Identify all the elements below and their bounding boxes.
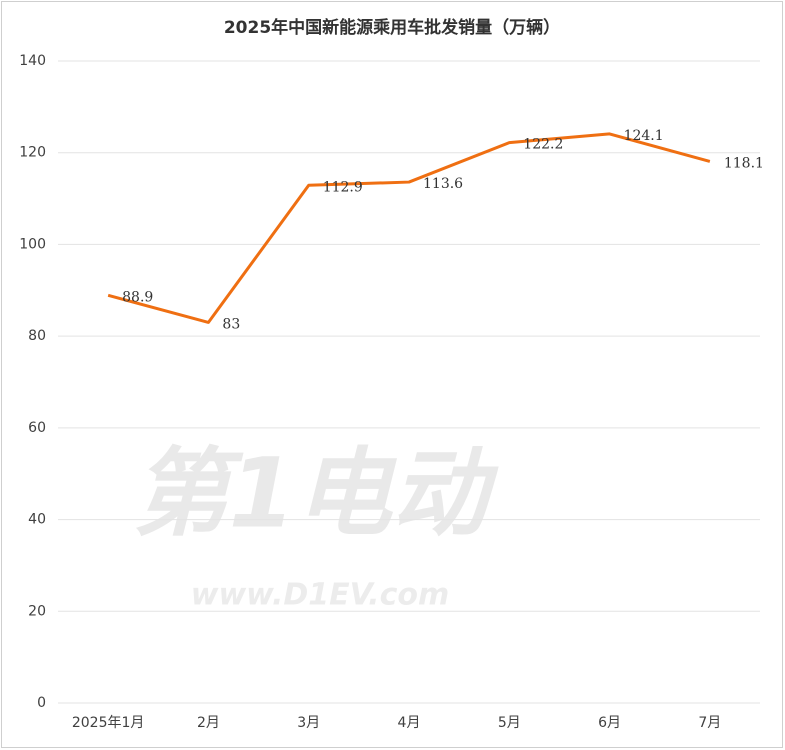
chart-title: 2025年中国新能源乘用车批发销量（万辆） — [224, 17, 560, 38]
data-label: 118.1 — [724, 155, 764, 171]
data-label: 88.9 — [122, 289, 153, 305]
watermark-logo: 第1电动 — [133, 437, 500, 549]
y-tick-label: 0 — [37, 695, 46, 711]
x-tick-label: 2月 — [197, 715, 220, 731]
x-tick-label: 3月 — [297, 715, 320, 731]
data-label: 124.1 — [624, 128, 664, 144]
x-tick-label: 5月 — [498, 715, 521, 731]
x-tick-label: 6月 — [598, 715, 621, 731]
y-tick-label: 80 — [28, 328, 46, 344]
y-tick-label: 20 — [28, 603, 46, 619]
y-tick-label: 40 — [28, 512, 46, 528]
y-tick-label: 140 — [19, 53, 46, 69]
data-label: 83 — [222, 316, 240, 332]
x-tick-label: 7月 — [698, 715, 721, 731]
data-label: 122.2 — [523, 137, 563, 153]
y-tick-label: 60 — [28, 420, 46, 436]
line — [107, 132, 711, 324]
x-tick-label: 2025年1月 — [72, 715, 145, 731]
y-tick-label: 100 — [19, 236, 46, 252]
watermark: www.D1EV.com — [191, 578, 450, 613]
y-tick-label: 120 — [19, 145, 46, 161]
x-tick-label: 4月 — [398, 715, 421, 731]
data-label: 112.9 — [323, 179, 363, 195]
data-label: 113.6 — [423, 176, 463, 192]
